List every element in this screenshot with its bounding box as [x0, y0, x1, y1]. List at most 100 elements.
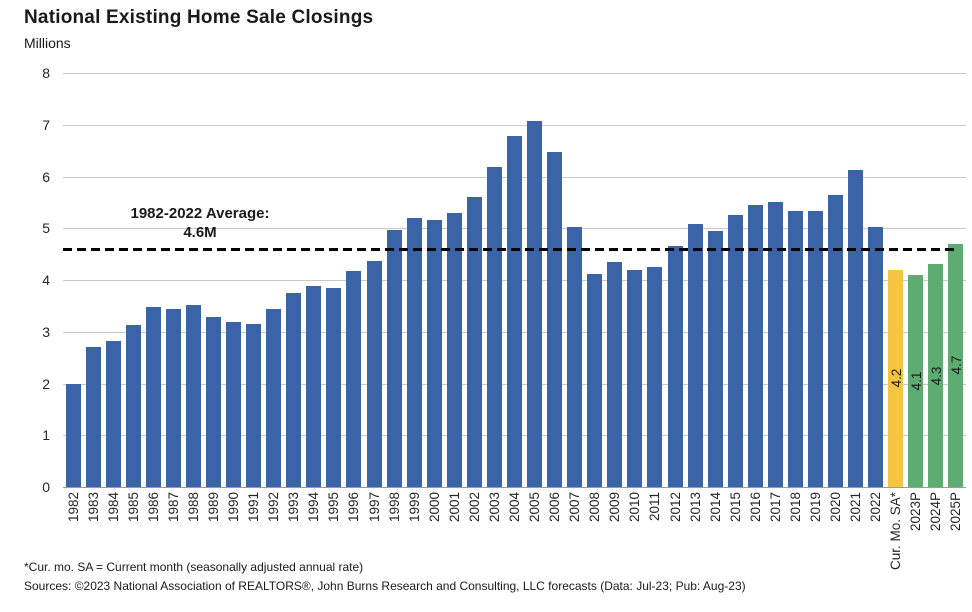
bar-1986	[145, 307, 161, 487]
x-label-1994: 1994	[306, 492, 322, 523]
x-label-2013: 2013	[687, 492, 703, 523]
x-label-2003: 2003	[486, 492, 502, 523]
bar-1994	[306, 285, 322, 487]
y-tick-label-2: 2	[42, 375, 50, 392]
x-label-Cur-Mo-SA-: Cur. Mo. SA*	[888, 492, 904, 571]
bar-Cur-Mo-SA-	[888, 269, 904, 487]
average-label-line2: 4.6M	[183, 223, 217, 241]
x-label-2025P: 2025P	[948, 492, 964, 532]
x-label-1988: 1988	[185, 492, 201, 523]
x-label-2019: 2019	[808, 492, 823, 523]
average-label-line1: 1982-2022 Average:	[130, 204, 270, 222]
bar-1987	[165, 308, 181, 487]
bar-1984	[105, 340, 121, 487]
x-label-2011: 2011	[647, 492, 663, 522]
bar-1991	[246, 323, 262, 487]
y-tick-label-4: 4	[42, 272, 50, 288]
bar-2024P	[928, 264, 944, 487]
y-tick-label-7: 7	[42, 116, 50, 133]
x-label-1986: 1986	[145, 492, 161, 523]
bar-2023P	[908, 274, 924, 487]
bar-2013	[687, 223, 703, 487]
x-label-2017: 2017	[767, 492, 783, 523]
bar-2005	[527, 120, 543, 487]
bar-2020	[828, 195, 844, 487]
x-label-2014: 2014	[707, 492, 723, 523]
bar-1996	[346, 271, 362, 487]
footnote-definition: *Cur. mo. SA = Current month (seasonally…	[24, 560, 364, 574]
y-tick-label-8: 8	[42, 65, 50, 81]
bar-value-label-2025P: 4.7	[948, 355, 964, 375]
bar-2001	[446, 212, 462, 487]
x-label-2012: 2012	[667, 492, 683, 523]
bar-1985	[125, 325, 141, 487]
bar-2009	[607, 262, 623, 487]
x-label-2016: 2016	[747, 492, 763, 523]
bar-1993	[286, 293, 302, 487]
x-label-1987: 1987	[165, 492, 181, 523]
bar-2002	[466, 197, 482, 487]
bar-2006	[547, 151, 563, 487]
x-label-2018: 2018	[787, 492, 803, 523]
bar-2000	[426, 220, 442, 487]
x-label-2024P: 2024P	[928, 492, 944, 532]
x-label-1993: 1993	[286, 492, 302, 523]
bar-2022	[868, 226, 884, 487]
x-label-1998: 1998	[386, 492, 402, 523]
bar-2011	[647, 266, 663, 487]
bar-1992	[266, 309, 282, 487]
x-label-2015: 2015	[727, 492, 743, 523]
bar-1997	[366, 260, 382, 487]
average-dashed-line	[63, 247, 958, 251]
bar-2019	[808, 210, 823, 487]
x-label-1997: 1997	[366, 492, 382, 523]
x-label-1985: 1985	[125, 492, 141, 523]
bar-2015	[727, 215, 743, 487]
x-label-1990: 1990	[226, 492, 242, 523]
bar-1989	[206, 316, 221, 487]
gridline-y-8	[63, 73, 966, 74]
x-label-1983: 1983	[85, 492, 101, 523]
bar-2018	[787, 210, 803, 487]
bar-2025P	[948, 243, 964, 487]
x-label-2021: 2021	[848, 492, 864, 523]
x-label-2005: 2005	[527, 492, 543, 523]
x-axis-line	[63, 487, 966, 488]
x-label-2023P: 2023P	[908, 492, 924, 532]
x-label-2006: 2006	[547, 492, 563, 523]
x-label-2000: 2000	[426, 492, 442, 523]
bar-1999	[406, 218, 422, 487]
x-label-1984: 1984	[105, 492, 121, 523]
bar-2004	[507, 136, 522, 487]
x-label-2010: 2010	[627, 492, 643, 523]
bar-2017	[767, 201, 783, 487]
bar-1982	[65, 384, 81, 487]
bar-2007	[567, 226, 583, 487]
chart-title: National Existing Home Sale Closings	[24, 7, 374, 28]
x-label-2020: 2020	[828, 492, 844, 523]
x-label-2022: 2022	[868, 492, 884, 523]
x-label-1991: 1991	[246, 492, 262, 523]
y-tick-label-0: 0	[42, 479, 50, 495]
x-label-2002: 2002	[466, 492, 482, 523]
bar-value-label-Cur-Mo-SA-: 4.2	[888, 368, 904, 388]
bar-2003	[486, 167, 502, 487]
bar-2014	[707, 231, 723, 487]
bar-1998	[386, 229, 402, 487]
x-label-1999: 1999	[406, 492, 422, 523]
x-label-1989: 1989	[206, 492, 221, 523]
footnote-sources: Sources: ©2023 National Association of R…	[24, 579, 746, 593]
bar-1988	[185, 305, 201, 487]
x-label-2007: 2007	[567, 492, 583, 523]
x-label-1992: 1992	[266, 492, 282, 523]
bar-value-label-2024P: 4.3	[928, 366, 944, 386]
y-tick-label-6: 6	[42, 168, 50, 185]
bar-2010	[627, 270, 643, 487]
bar-2008	[587, 274, 603, 487]
bar-1990	[226, 321, 242, 487]
gridline-y-7	[63, 124, 966, 126]
bar-1995	[326, 287, 342, 487]
x-label-2004: 2004	[507, 492, 522, 523]
